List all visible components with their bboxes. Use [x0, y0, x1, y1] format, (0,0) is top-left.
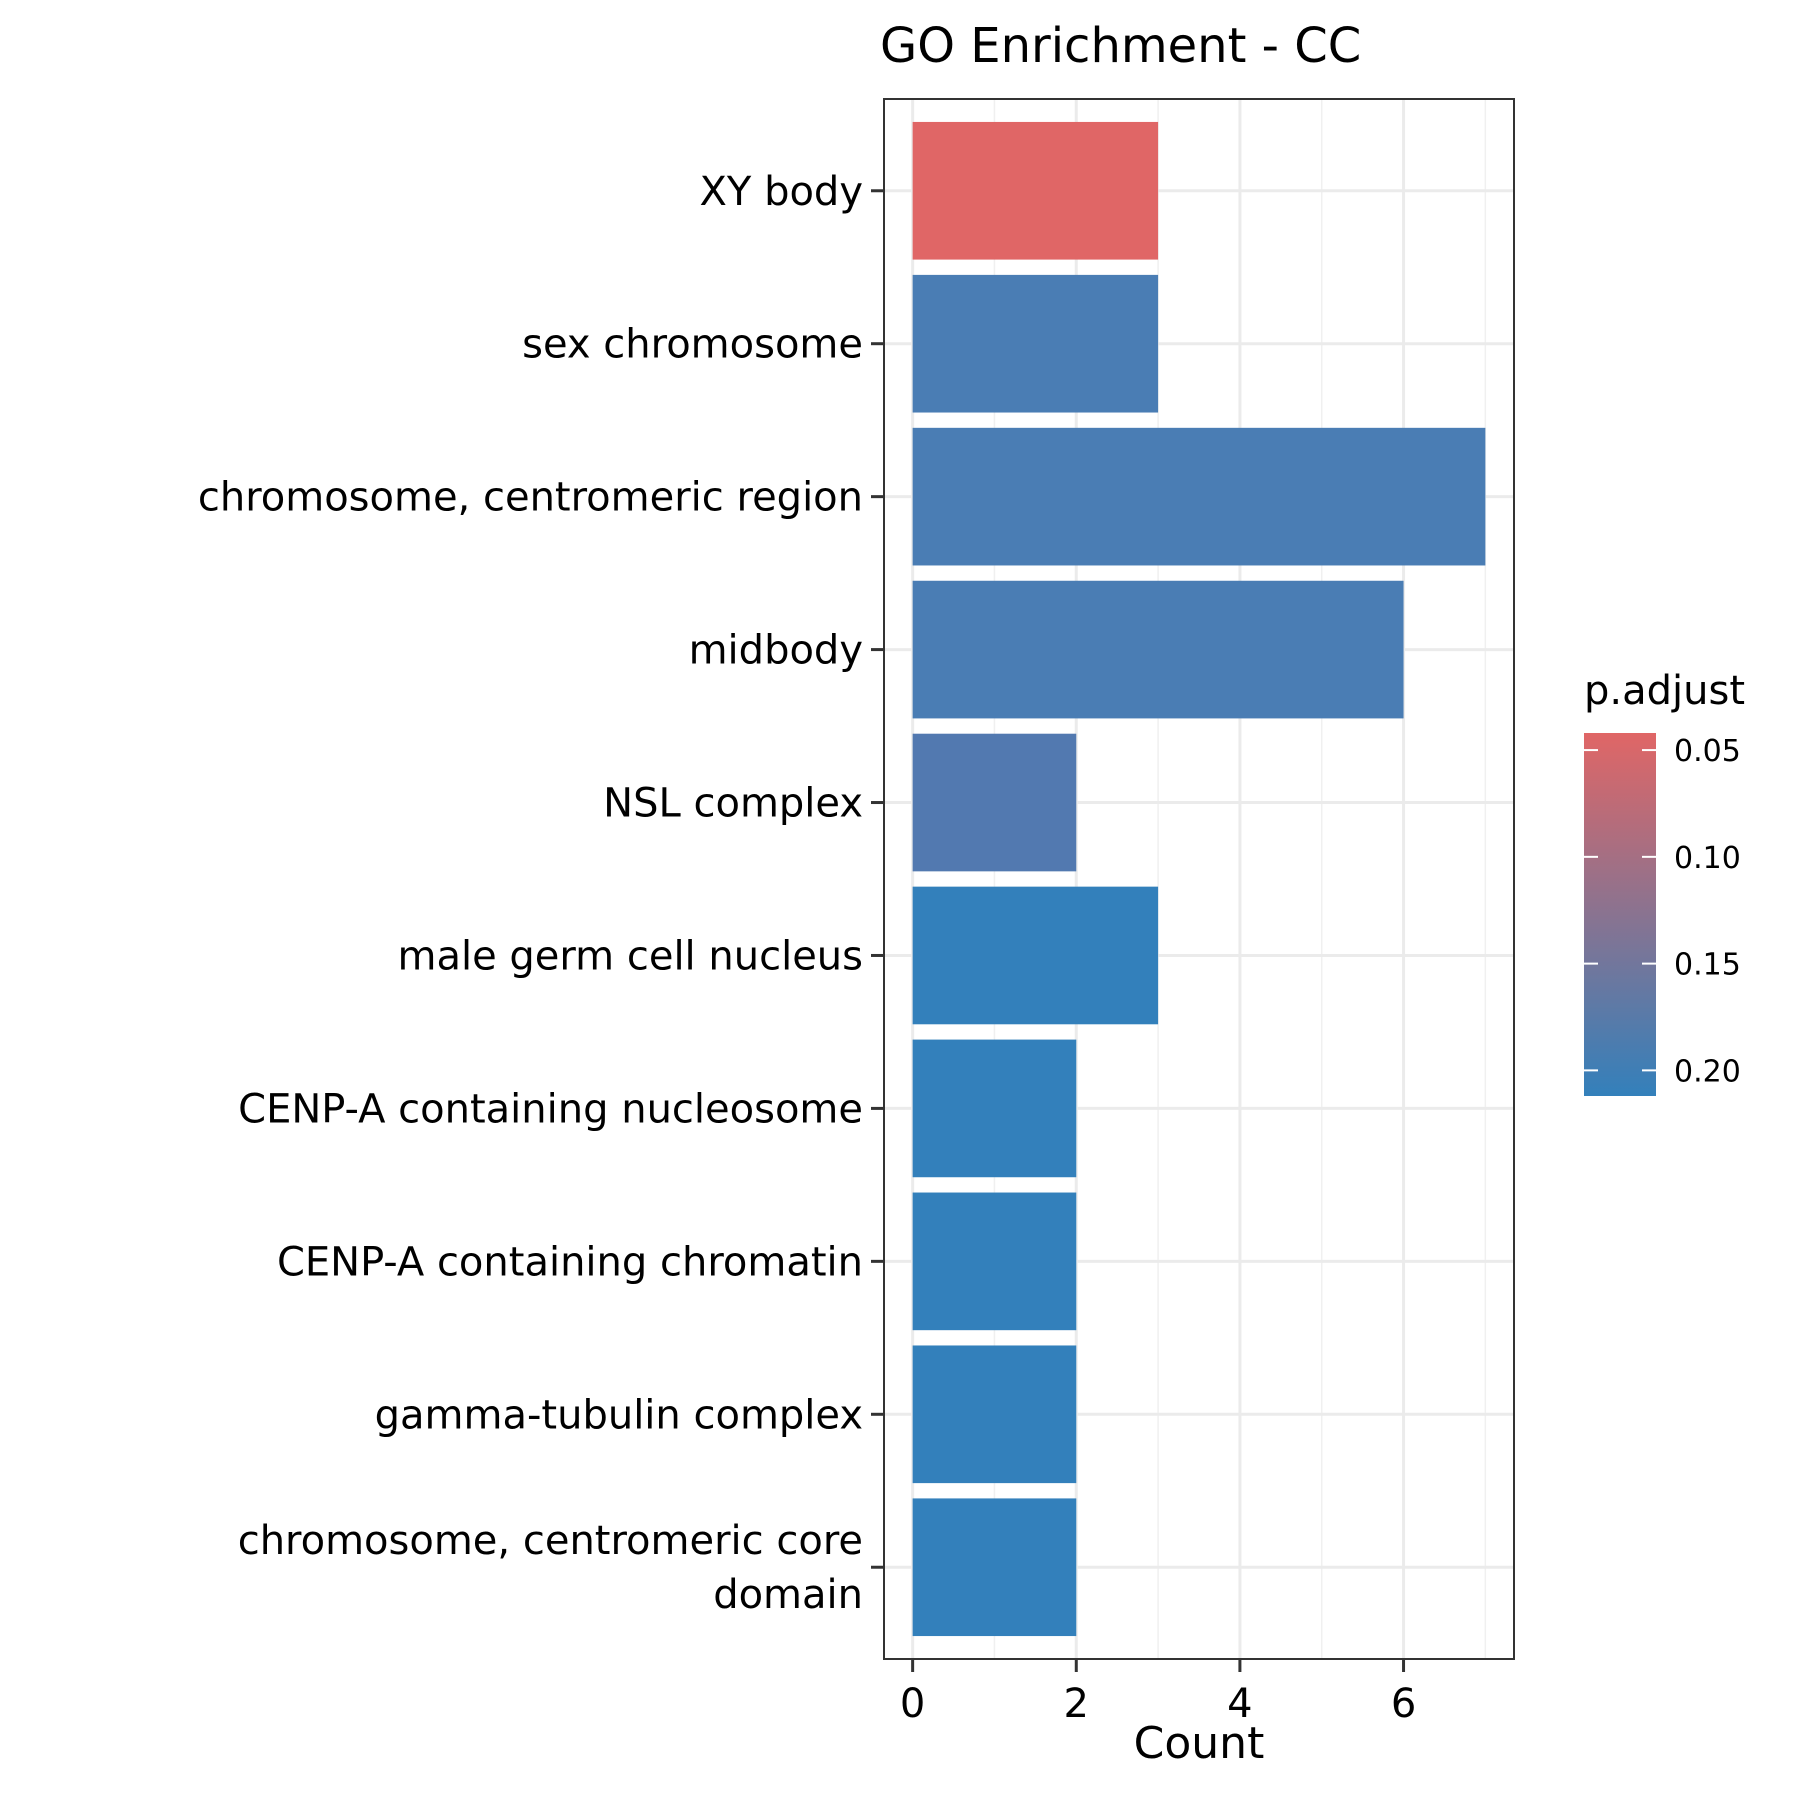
legend-ticks: 0.05 0.10 0.15 0.20 — [1584, 734, 1741, 1089]
legend: p.adjust 0.05 0.10 0.15 0.20 — [1584, 668, 1745, 1096]
bar — [912, 1345, 1077, 1484]
legend-label: 0.20 — [1674, 1054, 1741, 1089]
x-tick-label: 6 — [1391, 1681, 1416, 1727]
bar — [912, 1192, 1077, 1331]
bars — [912, 121, 1486, 1637]
y-axis: XY body sex chromosome chromosome, centrom… — [198, 169, 884, 1618]
category-label: male germ cell nucleus — [398, 933, 864, 979]
category-label: CENP-A containing nucleosome — [238, 1086, 863, 1132]
chart-title: GO Enrichment - CC — [880, 18, 1361, 74]
bar — [912, 427, 1486, 566]
legend-title: p.adjust — [1584, 668, 1745, 714]
x-axis: 0 2 4 6 — [900, 1659, 1416, 1727]
x-tick-label: 0 — [900, 1681, 925, 1727]
bar — [912, 1498, 1077, 1637]
bar — [912, 1039, 1077, 1178]
category-label: chromosome, centromeric core — [238, 1518, 863, 1564]
category-label: domain — [713, 1572, 863, 1618]
plot-border — [883, 98, 1515, 1660]
x-tick-label: 4 — [1227, 1681, 1252, 1727]
x-axis-title: Count — [1134, 1718, 1265, 1769]
bar — [912, 580, 1404, 719]
category-label: chromosome, centromeric region — [198, 475, 863, 521]
legend-colorbar — [1584, 733, 1656, 1096]
category-label: NSL complex — [603, 781, 863, 827]
category-label: gamma-tubulin complex — [375, 1392, 863, 1438]
bar — [912, 274, 1159, 413]
category-label: XY body — [700, 169, 863, 215]
bar — [912, 121, 1159, 260]
category-label: CENP-A containing chromatin — [277, 1239, 863, 1285]
legend-label: 0.15 — [1674, 948, 1741, 983]
category-label: sex chromosome — [522, 322, 863, 368]
bar — [912, 886, 1159, 1025]
legend-label: 0.05 — [1674, 734, 1741, 769]
bar — [912, 733, 1077, 872]
legend-label: 0.10 — [1674, 841, 1741, 876]
category-label: midbody — [689, 628, 863, 674]
x-tick-label: 2 — [1064, 1681, 1089, 1727]
